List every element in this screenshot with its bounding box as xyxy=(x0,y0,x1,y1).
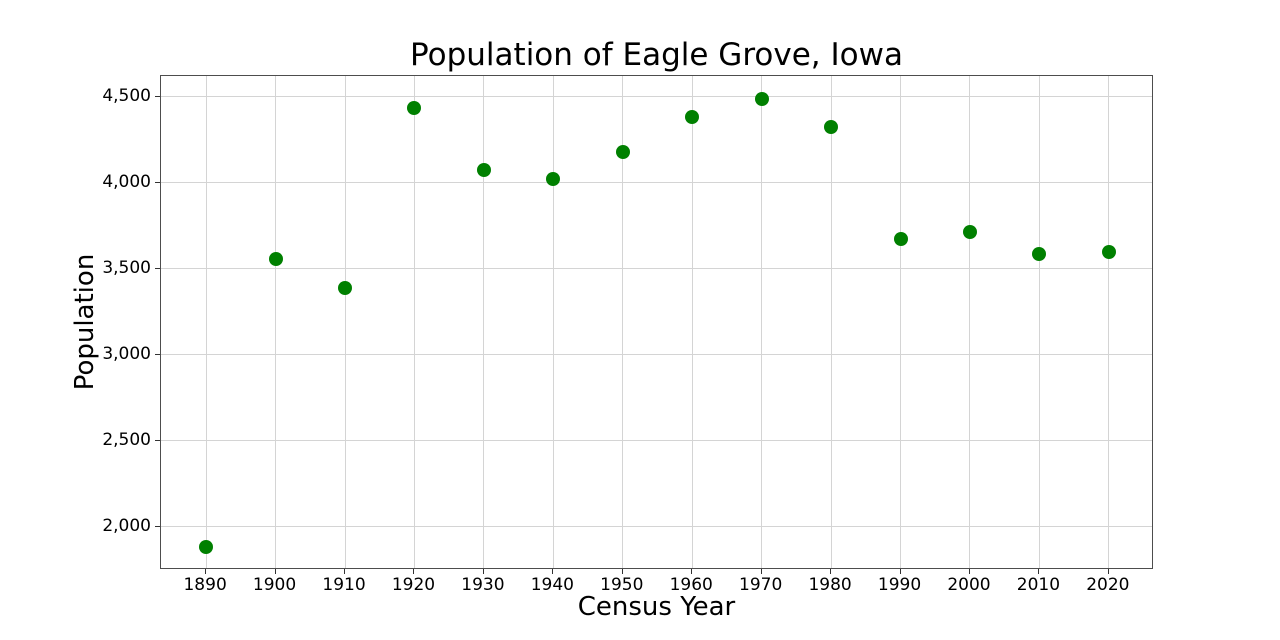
data-point xyxy=(893,232,908,247)
data-point xyxy=(407,101,422,116)
x-tick-mark xyxy=(1038,569,1040,574)
x-tick-label: 1910 xyxy=(322,575,366,595)
gridline-y xyxy=(161,268,1152,270)
gridline-x xyxy=(900,76,902,568)
y-tick-mark xyxy=(155,95,160,97)
gridline-y xyxy=(161,440,1152,442)
x-tick-label: 2020 xyxy=(1086,575,1130,595)
x-tick-label: 1970 xyxy=(739,575,783,595)
data-point xyxy=(962,225,977,240)
x-tick-label: 2010 xyxy=(1016,575,1061,595)
x-tick-mark xyxy=(1107,569,1109,574)
gridline-x xyxy=(969,76,971,568)
y-tick-mark xyxy=(155,181,160,183)
x-tick-mark xyxy=(899,569,901,574)
x-tick-label: 1920 xyxy=(391,575,436,595)
x-tick-mark xyxy=(344,569,346,574)
x-tick-label: 1960 xyxy=(669,575,713,595)
gridline-x xyxy=(413,76,415,568)
x-axis-label: Census Year xyxy=(577,592,736,622)
gridline-x xyxy=(622,76,624,568)
gridline-x xyxy=(483,76,485,568)
plot-area xyxy=(160,75,1153,569)
x-tick-mark xyxy=(968,569,970,574)
gridline-x xyxy=(1108,76,1110,568)
x-tick-label: 1930 xyxy=(461,575,505,595)
y-tick-label: 2,500 xyxy=(102,429,151,450)
x-tick-mark xyxy=(760,569,762,574)
x-tick-mark xyxy=(621,569,623,574)
x-tick-label: 1900 xyxy=(252,575,297,595)
data-point xyxy=(1101,244,1116,259)
x-tick-label: 2000 xyxy=(947,575,991,595)
y-tick-label: 3,500 xyxy=(102,257,151,278)
data-point xyxy=(685,110,700,125)
gridline-y xyxy=(161,182,1152,184)
gridline-x xyxy=(1038,76,1040,568)
data-point xyxy=(546,171,561,186)
y-tick-mark xyxy=(155,525,160,527)
gridline-x xyxy=(691,76,693,568)
chart-title: Population of Eagle Grove, Iowa xyxy=(410,37,903,73)
gridline-y xyxy=(161,526,1152,528)
gridline-y xyxy=(161,354,1152,356)
y-tick-label: 4,000 xyxy=(102,171,151,192)
data-point xyxy=(754,91,769,106)
data-point xyxy=(199,540,214,555)
y-tick-mark xyxy=(155,353,160,355)
gridline-x xyxy=(344,76,346,568)
gridline-x xyxy=(552,76,554,568)
y-tick-mark xyxy=(155,267,160,269)
gridline-x xyxy=(275,76,277,568)
y-tick-mark xyxy=(155,439,160,441)
data-point xyxy=(615,145,630,160)
x-tick-label: 1980 xyxy=(808,575,852,595)
x-tick-mark xyxy=(274,569,276,574)
data-point xyxy=(824,119,839,134)
data-point xyxy=(268,252,283,267)
x-tick-mark xyxy=(413,569,415,574)
x-tick-mark xyxy=(552,569,554,574)
x-tick-label: 1940 xyxy=(530,575,574,595)
gridline-x xyxy=(830,76,832,568)
data-point xyxy=(338,281,353,296)
gridline-x xyxy=(205,76,207,568)
gridline-y xyxy=(161,96,1152,98)
x-tick-label: 1890 xyxy=(183,575,227,595)
x-tick-label: 1950 xyxy=(600,575,644,595)
x-tick-label: 1990 xyxy=(877,575,922,595)
y-tick-label: 3,000 xyxy=(102,343,151,364)
gridline-x xyxy=(761,76,763,568)
x-tick-mark xyxy=(482,569,484,574)
data-point xyxy=(476,163,491,178)
x-tick-mark xyxy=(691,569,693,574)
x-tick-mark xyxy=(830,569,832,574)
data-point xyxy=(1032,247,1047,262)
y-axis-label: Population xyxy=(70,253,100,391)
y-tick-label: 2,000 xyxy=(102,515,151,536)
y-tick-label: 4,500 xyxy=(102,85,151,106)
x-tick-mark xyxy=(205,569,207,574)
